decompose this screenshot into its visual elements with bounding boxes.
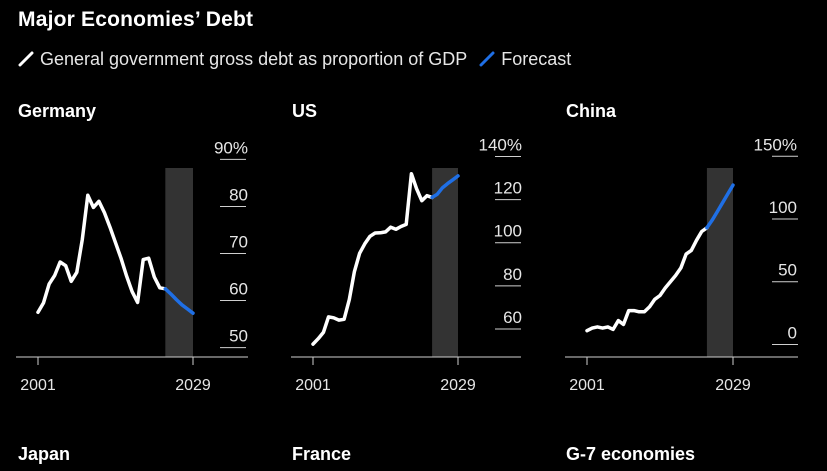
forecast-shade xyxy=(432,168,458,357)
x-tick-label: 2029 xyxy=(175,377,211,394)
y-tick-label: 90% xyxy=(214,138,248,157)
y-tick-label: 50 xyxy=(229,327,248,346)
legend-swatch-forecast xyxy=(479,51,495,67)
series-line-forecast xyxy=(705,183,735,230)
panel-title-china: China xyxy=(566,101,617,121)
legend-item-forecast: Forecast xyxy=(479,49,571,70)
series-line-actual xyxy=(311,171,434,346)
y-tick-label: 100 xyxy=(769,198,797,217)
y-tick-label: 0 xyxy=(788,323,797,342)
y-tick-label: 80 xyxy=(229,185,248,204)
x-tick-label: 2001 xyxy=(295,377,331,394)
y-tick-label: 80 xyxy=(503,265,522,284)
panel-title-us: US xyxy=(292,101,318,121)
series-line-actual xyxy=(36,193,168,315)
series-line-actual xyxy=(585,226,709,333)
y-tick-label: 60 xyxy=(503,308,522,327)
x-tick-label: 2001 xyxy=(569,377,605,394)
y-tick-label: 120 xyxy=(494,179,522,198)
legend-item-actual: General government gross debt as proport… xyxy=(18,49,467,70)
y-tick-label: 50 xyxy=(778,261,797,280)
panel-title-g7: G-7 economies xyxy=(566,444,696,464)
legend-label-forecast: Forecast xyxy=(501,48,572,69)
y-tick-label: 100 xyxy=(494,222,522,241)
legend-label-actual: General government gross debt as proport… xyxy=(40,48,468,69)
y-tick-label: 70 xyxy=(229,233,248,252)
series-line-forecast xyxy=(163,287,195,315)
panel-title-france: France xyxy=(292,444,352,464)
y-tick-label: 150% xyxy=(754,135,797,154)
y-tick-label: 140% xyxy=(479,135,522,154)
panel-title-japan: Japan xyxy=(18,444,71,464)
forecast-shade xyxy=(165,168,193,357)
legend-swatch-actual xyxy=(18,51,34,67)
x-tick-label: 2001 xyxy=(20,377,56,394)
x-tick-label: 2029 xyxy=(440,377,476,394)
x-tick-label: 2029 xyxy=(715,377,751,394)
y-tick-label: 60 xyxy=(229,280,248,299)
panel-title-germany: Germany xyxy=(18,101,97,121)
series-line-forecast xyxy=(430,174,460,200)
legend: General government gross debt as proport… xyxy=(18,48,583,70)
chart-title: Major Economies’ Debt xyxy=(18,8,254,31)
forecast-shade xyxy=(706,168,733,357)
